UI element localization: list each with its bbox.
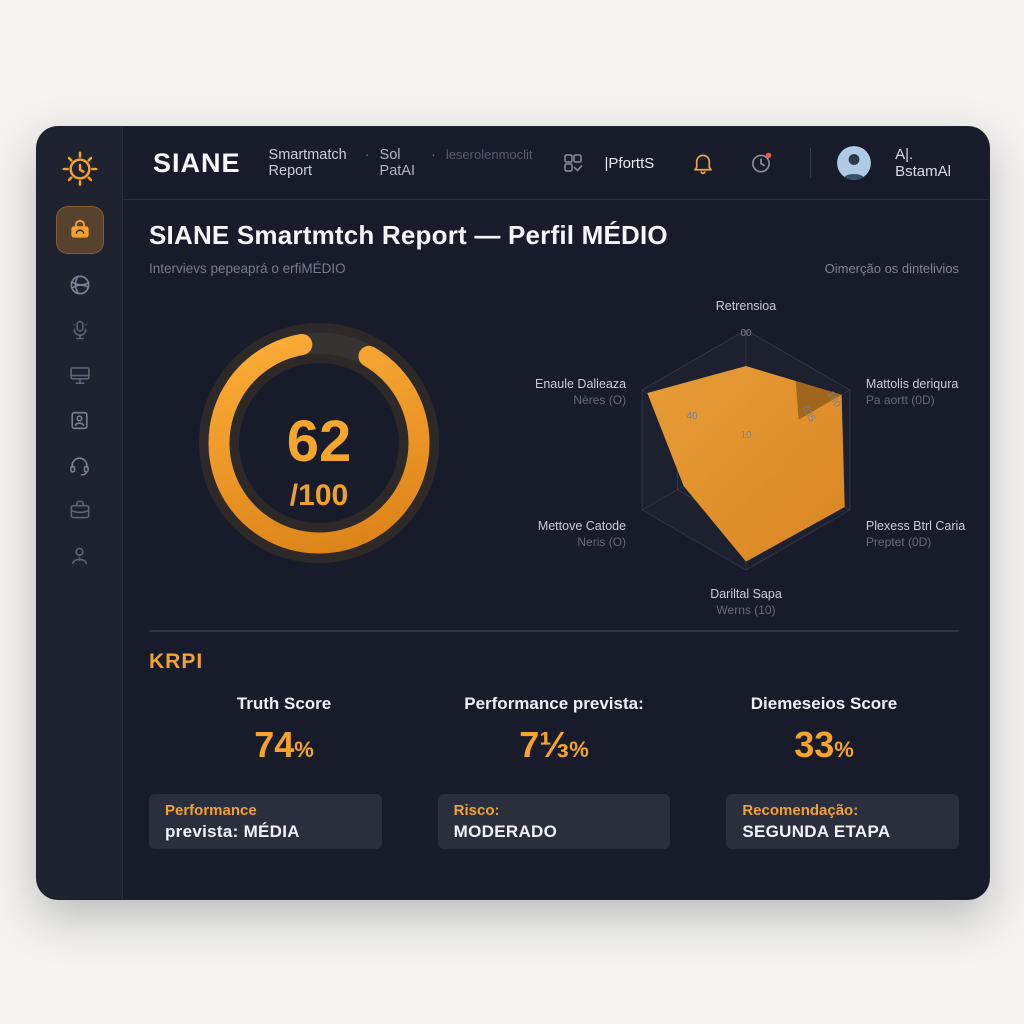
sidebar-item-headset[interactable] [66,451,94,479]
monitor-icon [67,362,93,388]
nav-separator: · [364,147,370,163]
kpi-value: 7⅓% [519,724,589,765]
kpi-label: Performance prevista: [464,694,644,713]
history-clock-icon[interactable] [748,150,774,176]
sidebar-item-microphone[interactable] [66,316,94,344]
microphone-icon [68,318,92,342]
nav-report-link[interactable]: Smartmatch Report [268,147,347,179]
id-person-icon [67,408,92,433]
kpi-label: Diemeseios Score [750,694,898,713]
sidebar [37,127,123,899]
apps-grid-icon[interactable] [561,151,585,175]
dimensions-radar-chart: Retrensioa Mattolis deriqura Pa aortt (0D)… [535,299,965,617]
page-title: SIANE Smartmtch Report — Perfil MÉDIO [149,220,668,250]
kpi-label: Truth Score [236,694,332,713]
user-name-label[interactable]: A|. BstamAl [895,146,951,180]
svg-text:62: 62 [287,409,352,474]
sidebar-item-person[interactable] [66,541,94,569]
notifications-bell-icon[interactable] [690,150,716,176]
svg-text:Retrensioa: Retrensioa [716,299,776,313]
sidebar-item-monitor[interactable] [66,361,94,389]
score-gauge-chart: 62/100 [199,323,439,563]
corner-note: Oimerção os dintelivios [824,261,959,276]
svg-text:Preptet (0D): Preptet (0D) [866,535,931,549]
summary-box-title: Performance [165,802,257,819]
org-label[interactable]: |PforttS [604,154,655,172]
globe-icon [67,272,93,298]
svg-text:40: 40 [686,411,698,422]
svg-text:Nères (O): Nères (O) [573,393,626,407]
headset-icon [67,453,92,478]
summary-box-value: prevista: MÉDIA [165,821,300,841]
svg-text:/100: /100 [290,479,348,512]
kpi-value: 33% [794,724,854,765]
kpi-dimensions-score: Diemeseios Score 33% [689,694,959,766]
kpi-value: 74% [254,724,314,765]
summary-box-title: Risco: [453,802,500,819]
person-icon [67,543,92,568]
summary-box-performance: Performance prevista: MÉDIA [149,794,382,849]
summary-box-value: MODERADO [453,821,558,841]
svg-text:Pa aortt (0D): Pa aortt (0D) [866,393,935,407]
summary-box-value: SEGUNDA ETAPA [742,821,891,841]
sidebar-item-reports-active[interactable] [55,206,104,254]
kpi-performance: Performance prevista: 7⅓% [419,694,689,766]
summary-box-row: Performance prevista: MÉDIA Risco: MODER… [149,794,960,849]
page-subtitle: Intervievs pepeaprá o erfiMÉDIO [149,261,346,276]
nav-note: leserolenmoclit [445,147,533,162]
svg-text:Dariltal Sapa: Dariltal Sapa [710,587,782,601]
svg-text:00: 00 [740,328,752,339]
user-avatar[interactable] [837,146,872,180]
breadcrumb: Smartmatch Report · Sol PatAI · leserole… [269,147,533,179]
notification-badge [766,152,772,159]
svg-text:Plexess Btrl Caria: Plexess Btrl Caria [866,519,965,533]
kpi-row: Truth Score 74% Performance prevista: 7⅓… [149,694,959,766]
section-divider [149,630,959,632]
summary-box-title: Recomendação: [742,802,859,819]
app-logo-icon [58,147,102,191]
svg-text:10: 10 [740,430,752,441]
brand-logo: SIANE [153,147,241,178]
nav-product-link[interactable]: Sol PatAI [379,147,415,179]
header-divider [810,148,812,178]
summary-box-risk: Risco: MODERADO [437,794,671,849]
page-head: SIANE Smartmtch Report — Perfil MÉDIO In… [149,220,959,276]
sidebar-item-globe[interactable] [66,271,94,299]
kpi-truth-score: Truth Score 74% [149,694,419,766]
nav-separator: · [430,147,436,163]
top-header: SIANE Smartmatch Report · Sol PatAI · le… [123,127,989,200]
svg-text:Mattolis deriqura: Mattolis deriqura [866,377,958,391]
sidebar-item-briefcase[interactable] [66,496,94,524]
summary-box-recommendation: Recomendação: SEGUNDA ETAPA [726,794,960,849]
kpi-heading: KRPI [149,650,204,673]
svg-text:Werns (10): Werns (10) [716,603,775,617]
briefcase-icon [67,497,93,523]
svg-text:Mettove Catode: Mettove Catode [538,519,626,533]
main-content: SIANE Smartmtch Report — Perfil MÉDIO In… [123,200,989,899]
svg-text:Neris (O): Neris (O) [577,535,626,549]
sidebar-item-id-card[interactable] [66,406,94,434]
svg-text:Enaule Dalieaza: Enaule Dalieaza [535,377,626,391]
app-window: SIANE Smartmatch Report · Sol PatAI · le… [36,126,990,900]
